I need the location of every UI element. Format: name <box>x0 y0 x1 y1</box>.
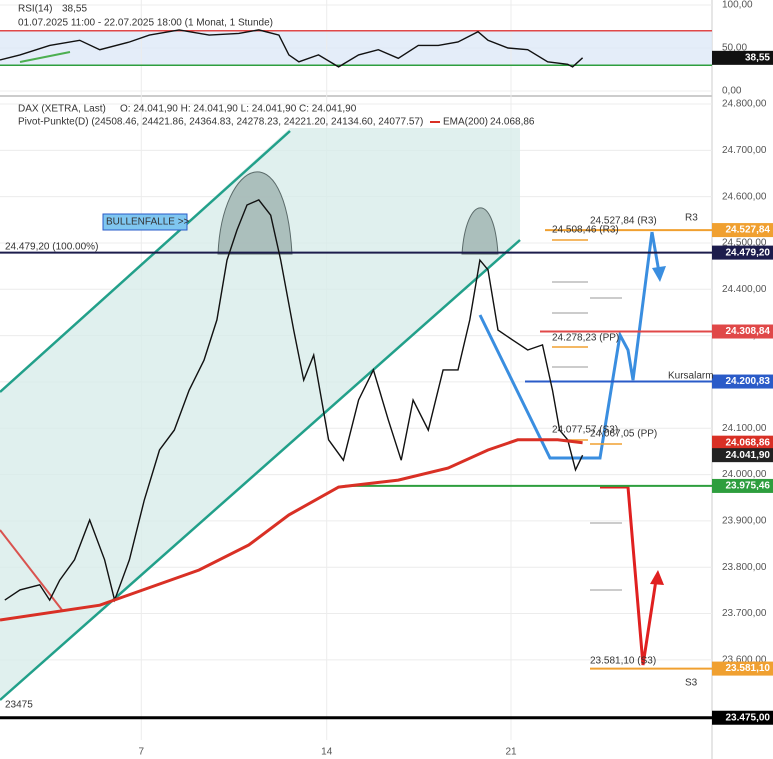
annotation: 24.527,84 (R3) <box>590 216 657 227</box>
legend-entry: DAX (XETRA, Last) <box>18 104 106 115</box>
annotation: 24.067,05 (PP) <box>590 429 657 440</box>
legend-ohlc: O: 24.041,90 H: 24.041,90 L: 24.041,90 C… <box>120 104 357 115</box>
channel-upper <box>0 130 291 393</box>
legend-pivot: Pivot-Punkte(D) (24508.46, 24421.86, 243… <box>18 117 423 128</box>
price-badge-label: 38,55 <box>745 52 770 63</box>
rsi-band <box>0 30 712 66</box>
annotation: 24.479,20 (100.00%) <box>5 242 98 253</box>
y-tick-label: 24.700,00 <box>722 145 767 156</box>
price-badge <box>712 223 773 238</box>
y-tick-label: 24.100,00 <box>722 423 767 434</box>
arrow-head <box>652 266 666 282</box>
rsi-subtitle: 01.07.2025 11:00 - 22.07.2025 18:00 (1 M… <box>18 18 273 29</box>
y-tick-label: 23.700,00 <box>722 608 767 619</box>
rsi-trend <box>19 51 71 63</box>
annotation: 23475 <box>5 700 33 711</box>
price-badge-label: 23.581,10 <box>726 663 771 674</box>
scenario-up <box>478 231 654 460</box>
annotation: BULLENFALLE >> <box>106 217 190 228</box>
x-tick-label: 21 <box>505 747 517 758</box>
x-tick-label: 7 <box>139 747 145 758</box>
annotation: S3 <box>685 678 698 689</box>
y-tick-label: 24.000,00 <box>722 469 767 480</box>
price-badge <box>712 448 773 463</box>
legend-value: 24.068,86 <box>490 117 535 128</box>
price-badge <box>712 324 773 339</box>
y-tick-label: 23.600,00 <box>722 654 767 665</box>
annotation: 23.581,10 (S3) <box>590 656 656 667</box>
annotation-box <box>102 213 188 231</box>
price-line <box>4 199 584 603</box>
price-badge-label: 24.068,86 <box>726 437 771 448</box>
y-tick-label: 24.400,00 <box>722 284 767 295</box>
price-badge <box>712 710 773 725</box>
x-tick-label: 14 <box>321 747 333 758</box>
annotation: 24.077,57 (S3) <box>552 425 618 436</box>
price-badge <box>712 661 773 676</box>
y-tick-label: 100,00 <box>722 0 753 11</box>
annotation: Kursalarm <box>668 371 714 382</box>
price-badge-label: 24.308,84 <box>726 326 771 337</box>
scenario-down <box>600 485 658 666</box>
ema-line <box>0 438 583 622</box>
price-badge-label: 24.041,90 <box>726 450 771 461</box>
price-badge-label: 23.475,00 <box>726 712 771 723</box>
pivot-dashes <box>552 239 622 591</box>
y-tick-label: 0,00 <box>722 86 742 97</box>
y-tick-label: 23.900,00 <box>722 516 767 527</box>
price-badge <box>712 50 773 65</box>
legend-entry: EMA(200) <box>443 117 488 128</box>
arrow-head <box>650 570 664 585</box>
y-tick-label: 24.800,00 <box>722 99 767 110</box>
rsi-line <box>0 29 584 68</box>
trap-arc <box>461 207 499 255</box>
annotation: R3 <box>685 213 698 224</box>
y-tick-label: 23.800,00 <box>722 562 767 573</box>
price-badge <box>712 435 773 450</box>
price-badge <box>712 478 773 493</box>
rsi-title: RSI(14) <box>18 4 52 15</box>
y-tick-label: 50,00 <box>722 43 747 54</box>
channel-lower <box>0 239 521 701</box>
price-badge-label: 23.975,46 <box>726 481 771 492</box>
price-badge-label: 24.200,83 <box>726 376 771 387</box>
price-badge-label: 24.479,20 <box>726 247 771 258</box>
annotation: 24.278,23 (PP) <box>552 333 619 344</box>
price-badge <box>712 374 773 389</box>
price-badge-label: 24.527,84 <box>726 225 771 236</box>
y-tick-label: 24.600,00 <box>722 191 767 202</box>
price-badge <box>712 245 773 260</box>
rsi-value: 38,55 <box>62 4 87 15</box>
y-tick-label: 24.500,00 <box>722 238 767 249</box>
annotation: 24.508,46 (R3) <box>552 225 619 236</box>
